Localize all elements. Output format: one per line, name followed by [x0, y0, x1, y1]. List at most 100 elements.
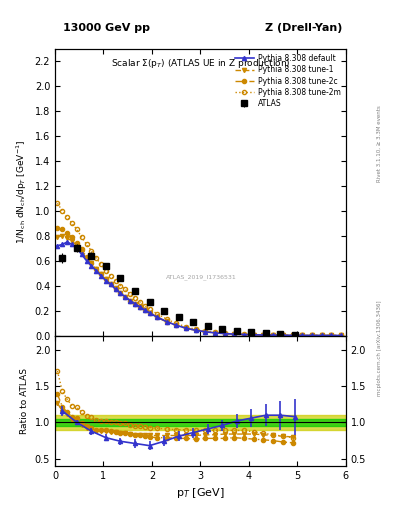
Pythia 8.308 tune-1 [79, 249, 84, 255]
Pythia 8.308 tune-2c [113, 286, 118, 292]
Pythia 8.308 default [84, 258, 89, 264]
Pythia 8.308 tune-2m [203, 328, 208, 334]
Pythia 8.308 tune-2c [118, 290, 123, 296]
Pythia 8.308 tune-1 [123, 294, 128, 300]
Pythia 8.308 tune-1 [164, 318, 169, 325]
Pythia 8.308 tune-2m [147, 306, 152, 312]
Pythia 8.308 tune-2m [118, 283, 123, 289]
Pythia 8.308 default [319, 332, 324, 338]
Pythia 8.308 tune-2c [70, 234, 74, 240]
Pythia 8.308 default [232, 331, 237, 337]
Pythia 8.308 tune-1 [60, 232, 64, 239]
X-axis label: p$_T$ [GeV]: p$_T$ [GeV] [176, 486, 225, 500]
Pythia 8.308 default [147, 310, 152, 316]
Pythia 8.308 tune-1 [55, 234, 60, 240]
Pythia 8.308 tune-1 [174, 322, 178, 328]
Pythia 8.308 tune-2m [79, 234, 84, 240]
Pythia 8.308 tune-1 [118, 290, 123, 296]
Pythia 8.308 tune-2m [290, 332, 295, 338]
Pythia 8.308 default [203, 329, 208, 335]
Pythia 8.308 default [154, 314, 159, 320]
Pythia 8.308 tune-1 [222, 330, 227, 336]
Pythia 8.308 tune-1 [75, 243, 79, 249]
Pythia 8.308 tune-2c [60, 226, 64, 232]
Pythia 8.308 default [108, 281, 113, 287]
Text: Rivet 3.1.10, ≥ 3.3M events: Rivet 3.1.10, ≥ 3.3M events [377, 105, 382, 182]
Pythia 8.308 tune-1 [84, 255, 89, 261]
Pythia 8.308 tune-2c [133, 301, 138, 307]
Pythia 8.308 tune-2c [213, 330, 217, 336]
Pythia 8.308 tune-2c [290, 332, 295, 338]
Line: Pythia 8.308 tune-2c: Pythia 8.308 tune-2c [55, 226, 343, 337]
Pythia 8.308 tune-2m [123, 286, 128, 292]
Pythia 8.308 tune-2c [310, 332, 314, 338]
Pythia 8.308 default [222, 331, 227, 337]
Pythia 8.308 tune-1 [252, 332, 256, 338]
Pythia 8.308 tune-2m [281, 332, 285, 338]
Pythia 8.308 tune-2m [252, 332, 256, 338]
Pythia 8.308 tune-2m [329, 332, 334, 338]
Pythia 8.308 tune-2m [261, 332, 266, 338]
Pythia 8.308 default [55, 243, 60, 249]
Pythia 8.308 default [128, 297, 132, 304]
Pythia 8.308 tune-1 [290, 332, 295, 338]
Line: Pythia 8.308 tune-2m: Pythia 8.308 tune-2m [55, 201, 343, 337]
Pythia 8.308 default [79, 251, 84, 258]
Pythia 8.308 tune-1 [142, 307, 147, 313]
Pythia 8.308 tune-2c [222, 331, 227, 337]
Pythia 8.308 tune-2c [99, 271, 103, 278]
Pythia 8.308 tune-2c [319, 332, 324, 338]
Pythia 8.308 default [252, 332, 256, 338]
Pythia 8.308 tune-2c [104, 276, 108, 283]
Pythia 8.308 tune-2c [89, 260, 94, 266]
Pythia 8.308 default [339, 332, 343, 338]
Pythia 8.308 tune-2c [108, 281, 113, 287]
Pythia 8.308 default [184, 325, 188, 331]
Pythia 8.308 default [193, 327, 198, 333]
Pythia 8.308 default [138, 304, 142, 310]
Pythia 8.308 default [133, 301, 138, 307]
Pythia 8.308 default [142, 307, 147, 313]
Pythia 8.308 tune-2m [174, 321, 178, 327]
Pythia 8.308 tune-2m [70, 220, 74, 226]
Pythia 8.308 tune-2c [142, 307, 147, 313]
Pythia 8.308 tune-2c [55, 225, 60, 231]
Pythia 8.308 tune-1 [147, 310, 152, 316]
Pythia 8.308 tune-2m [104, 268, 108, 274]
Pythia 8.308 default [89, 263, 94, 269]
Pythia 8.308 default [113, 286, 118, 292]
Pythia 8.308 tune-2m [319, 332, 324, 338]
Pythia 8.308 tune-2m [213, 329, 217, 335]
Pythia 8.308 tune-1 [193, 327, 198, 333]
Pythia 8.308 default [329, 332, 334, 338]
Pythia 8.308 tune-2c [300, 332, 305, 338]
Pythia 8.308 tune-1 [99, 271, 103, 278]
Y-axis label: Ratio to ATLAS: Ratio to ATLAS [20, 368, 29, 434]
Pythia 8.308 tune-2c [154, 314, 159, 321]
Pythia 8.308 tune-2m [84, 241, 89, 247]
Pythia 8.308 tune-2m [99, 261, 103, 267]
Pythia 8.308 default [242, 331, 246, 337]
Pythia 8.308 tune-1 [128, 297, 132, 304]
Pythia 8.308 tune-2c [252, 332, 256, 338]
Pythia 8.308 tune-2m [133, 295, 138, 301]
Pythia 8.308 tune-2c [329, 332, 334, 338]
Pythia 8.308 tune-2c [84, 254, 89, 260]
Pythia 8.308 tune-2c [203, 329, 208, 335]
Pythia 8.308 tune-2c [147, 310, 152, 316]
Pythia 8.308 tune-2m [75, 226, 79, 232]
Pythia 8.308 default [99, 272, 103, 279]
Pythia 8.308 tune-2c [128, 297, 132, 304]
Text: Z (Drell-Yan): Z (Drell-Yan) [264, 23, 342, 33]
Pythia 8.308 default [70, 241, 74, 247]
Pythia 8.308 tune-2c [79, 246, 84, 252]
Pythia 8.308 tune-2c [242, 331, 246, 337]
Pythia 8.308 default [310, 332, 314, 338]
Pythia 8.308 tune-2c [193, 327, 198, 333]
Pythia 8.308 tune-2c [281, 332, 285, 338]
Pythia 8.308 tune-2c [164, 319, 169, 325]
Pythia 8.308 tune-2c [184, 325, 188, 331]
Pythia 8.308 tune-2c [232, 331, 237, 337]
Pythia 8.308 tune-1 [133, 301, 138, 307]
Pythia 8.308 tune-2c [261, 332, 266, 338]
